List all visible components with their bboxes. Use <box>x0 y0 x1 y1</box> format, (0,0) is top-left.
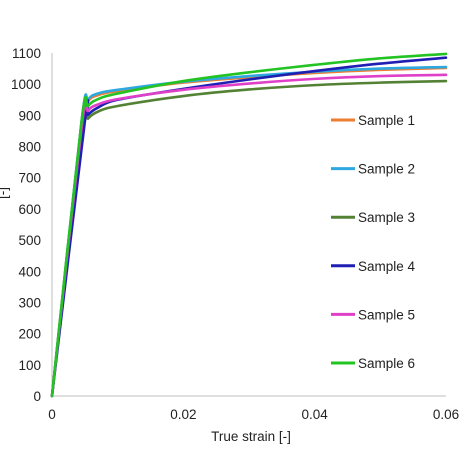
x-tick-label: 0 <box>48 407 56 422</box>
y-tick-label: 700 <box>18 171 41 186</box>
y-axis-title: [-] <box>0 187 10 199</box>
legend-label: Sample 3 <box>358 210 415 225</box>
legend-label: Sample 2 <box>358 162 415 177</box>
y-axis-ticks: 0 100 200 300 400 500 600 700 800 900 1000 1100 <box>11 46 41 404</box>
y-tick-label: 900 <box>18 108 41 123</box>
x-tick-label: 0.04 <box>302 407 329 422</box>
legend-label: Sample 5 <box>358 307 415 322</box>
x-axis-ticks: 0 0.02 0.04 0.06 <box>48 407 459 422</box>
x-tick-label: 0.06 <box>433 407 459 422</box>
y-tick-label: 600 <box>18 202 41 217</box>
legend-label: Sample 6 <box>358 356 415 371</box>
legend-label: Sample 4 <box>358 259 416 274</box>
x-axis-title: True strain [-] <box>211 429 291 444</box>
y-tick-label: 1100 <box>12 46 41 61</box>
x-tick-label: 0.02 <box>170 407 196 422</box>
y-tick-label: 200 <box>18 327 41 342</box>
legend: Sample 1 Sample 2 Sample 3 Sample 4 Sample 5… <box>331 113 416 371</box>
y-tick-label: 1000 <box>11 77 41 92</box>
legend-label: Sample 1 <box>358 113 415 128</box>
y-tick-label: 0 <box>33 389 41 404</box>
series-line-sample-3 <box>50 79 448 398</box>
y-tick-label: 500 <box>18 233 41 248</box>
series-lines <box>50 52 448 398</box>
series-line-sample-6 <box>50 52 448 398</box>
y-tick-label: 800 <box>18 140 41 155</box>
y-tick-label: 100 <box>18 358 41 373</box>
y-tick-label: 300 <box>18 295 41 310</box>
y-tick-label: 400 <box>18 264 41 279</box>
